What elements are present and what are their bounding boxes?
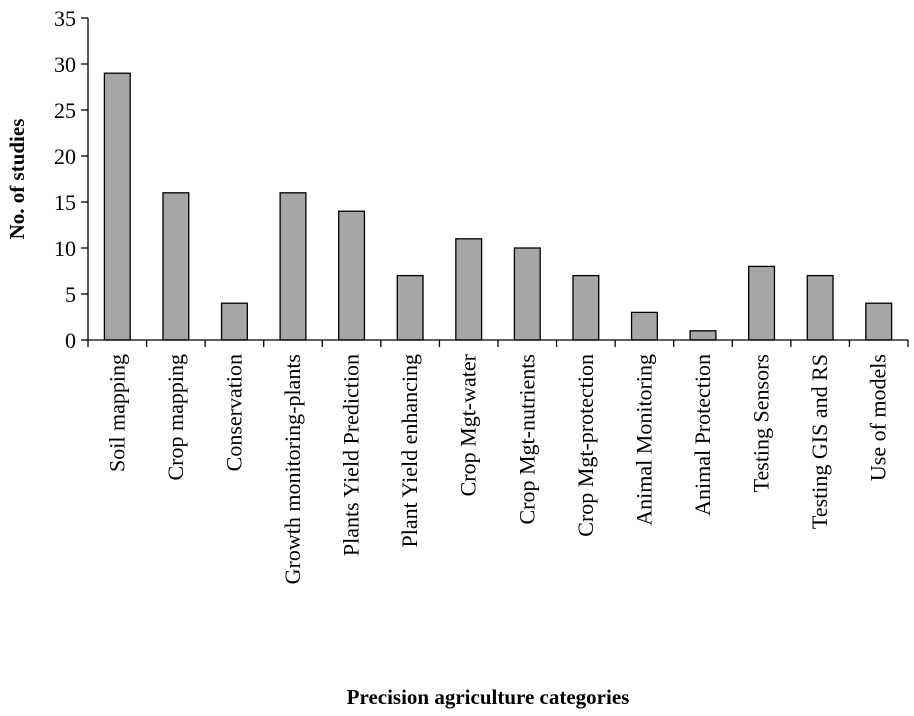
x-category-label: Growth monitoring-plants bbox=[280, 354, 305, 584]
bar bbox=[630, 311, 658, 341]
y-tick-label: 30 bbox=[54, 52, 76, 77]
bar bbox=[162, 192, 190, 341]
x-category-label: Animal Monitoring bbox=[631, 354, 656, 526]
x-category-label: Conservation bbox=[221, 354, 246, 471]
bar bbox=[103, 72, 131, 341]
bars-group bbox=[103, 72, 893, 341]
bar bbox=[865, 302, 893, 341]
bar bbox=[748, 265, 776, 341]
bar bbox=[455, 238, 483, 341]
x-category-label: Crop Mgt-nutrients bbox=[514, 354, 539, 525]
y-axis-title: No. of studies bbox=[5, 119, 29, 240]
bar bbox=[806, 274, 834, 341]
y-tick-label: 10 bbox=[54, 236, 76, 261]
x-axis-title: Precision agriculture categories bbox=[347, 685, 630, 709]
x-category-label: Testing GIS and RS bbox=[807, 354, 832, 529]
x-category-label: Crop mapping bbox=[163, 354, 188, 481]
x-tick-labels: Soil mapping Crop mapping Conservation Grow… bbox=[104, 353, 890, 584]
bar bbox=[513, 247, 541, 341]
x-category-label: Animal Protection bbox=[690, 354, 715, 516]
x-category-label: Plants Yield Prediction bbox=[339, 354, 364, 556]
bar bbox=[338, 210, 366, 341]
bar bbox=[689, 330, 717, 341]
x-category-label: Plant Yield enhancing bbox=[397, 354, 422, 547]
y-tick-label: 20 bbox=[54, 144, 76, 169]
bar bbox=[396, 274, 424, 341]
x-category-label: Crop Mgt-water bbox=[456, 353, 481, 496]
x-category-label: Crop Mgt-protection bbox=[573, 354, 598, 537]
bar bbox=[572, 274, 600, 341]
y-tick-label: 35 bbox=[54, 6, 76, 31]
bar bbox=[279, 192, 307, 341]
y-tick-labels: 0 5 10 15 20 25 30 35 bbox=[54, 6, 76, 353]
bar bbox=[220, 302, 248, 341]
x-category-label: Use of models bbox=[866, 354, 891, 481]
x-category-label: Soil mapping bbox=[104, 354, 129, 472]
y-tick-label: 25 bbox=[54, 98, 76, 123]
y-tick-label: 15 bbox=[54, 190, 76, 215]
x-category-label: Testing Sensors bbox=[749, 354, 774, 492]
y-tick-label: 5 bbox=[65, 282, 76, 307]
y-tick-label: 0 bbox=[65, 328, 76, 353]
axes-group bbox=[81, 17, 909, 347]
